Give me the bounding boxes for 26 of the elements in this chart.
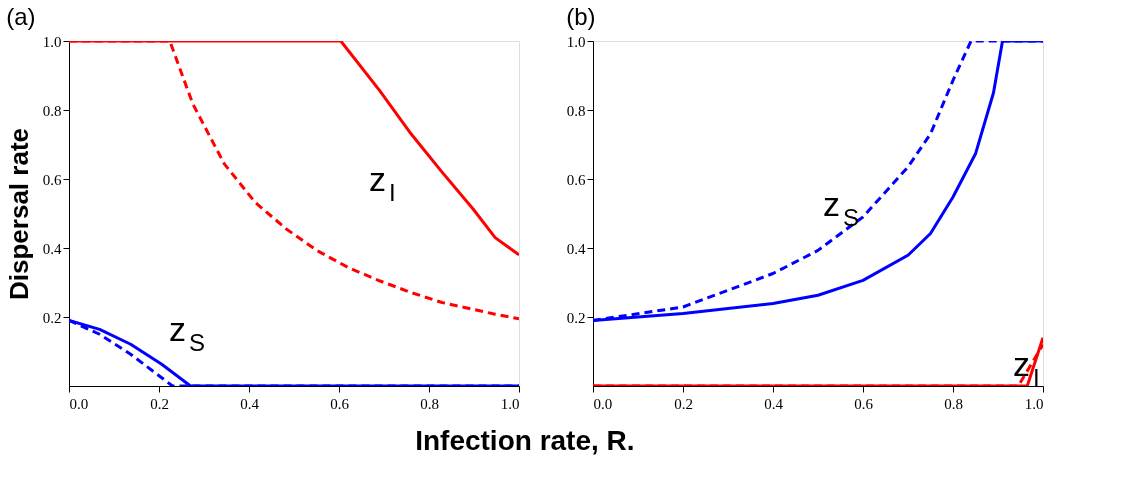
x-tick-label: 0.6 (330, 395, 350, 412)
x-tick-label: 0.4 (240, 395, 260, 412)
x-tick-label: 0.8 (420, 395, 439, 412)
y-tick-label: 0.8 (42, 102, 62, 119)
y-tick-label: 0.4 (42, 240, 62, 257)
y-tick-label: 0.2 (42, 309, 62, 326)
x-tick-label: 0.6 (854, 395, 874, 412)
y-axis-title: Dispersal rate (3, 128, 34, 300)
y-tick-label: 0.8 (566, 102, 586, 119)
x-tick-label: 1.0 (1024, 395, 1044, 412)
y-tick-label: 0.6 (566, 171, 586, 188)
x-tick-label: 0.0 (69, 395, 89, 412)
x-tick-label: 0.8 (944, 395, 963, 412)
chart-title: (a) (6, 3, 36, 30)
x-tick-label: 0.2 (674, 395, 693, 412)
x-tick-label: 0.2 (150, 395, 169, 412)
x-axis-title: Infection rate, R. (415, 424, 635, 456)
y-tick-label: 0.4 (566, 240, 586, 257)
x-tick-label: 1.0 (500, 395, 520, 412)
x-tick-label: 0.4 (764, 395, 784, 412)
y-tick-label: 0.2 (566, 309, 586, 326)
x-tick-label: 0.0 (593, 395, 613, 412)
y-tick-label: 1.0 (566, 33, 586, 50)
y-tick-label: 1.0 (42, 33, 62, 50)
y-tick-label: 0.6 (42, 171, 62, 188)
chart-title: (b) (566, 3, 596, 30)
